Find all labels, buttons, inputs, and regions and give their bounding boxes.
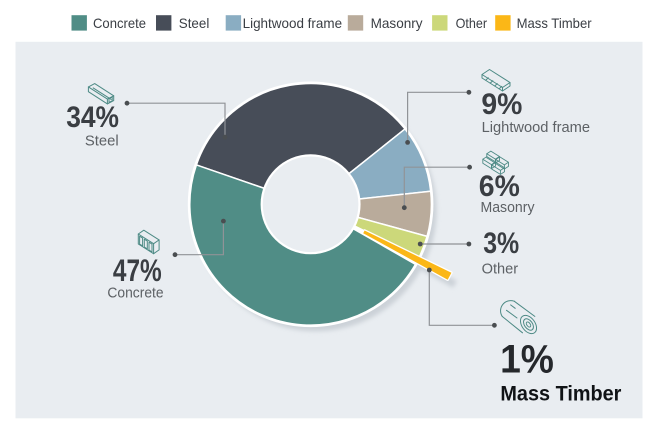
- svg-text:Mass Timber: Mass Timber: [500, 382, 621, 405]
- svg-text:1%: 1%: [500, 338, 554, 382]
- svg-text:Masonry: Masonry: [481, 200, 536, 216]
- svg-text:Mass Timber: Mass Timber: [517, 15, 592, 31]
- svg-text:Lightwood frame: Lightwood frame: [243, 15, 343, 31]
- svg-text:Steel: Steel: [179, 15, 210, 31]
- svg-text:Steel: Steel: [85, 133, 119, 149]
- svg-text:6%: 6%: [479, 170, 520, 203]
- svg-text:47%: 47%: [113, 252, 162, 288]
- svg-text:Other: Other: [482, 260, 519, 277]
- svg-text:Concrete: Concrete: [107, 286, 163, 302]
- svg-text:3%: 3%: [483, 227, 519, 260]
- svg-text:Other: Other: [456, 15, 488, 31]
- svg-text:34%: 34%: [66, 101, 119, 134]
- svg-text:Lightwood frame: Lightwood frame: [482, 120, 590, 136]
- svg-text:Concrete: Concrete: [93, 15, 146, 31]
- svg-text:9%: 9%: [481, 88, 522, 121]
- svg-text:Masonry: Masonry: [371, 15, 423, 31]
